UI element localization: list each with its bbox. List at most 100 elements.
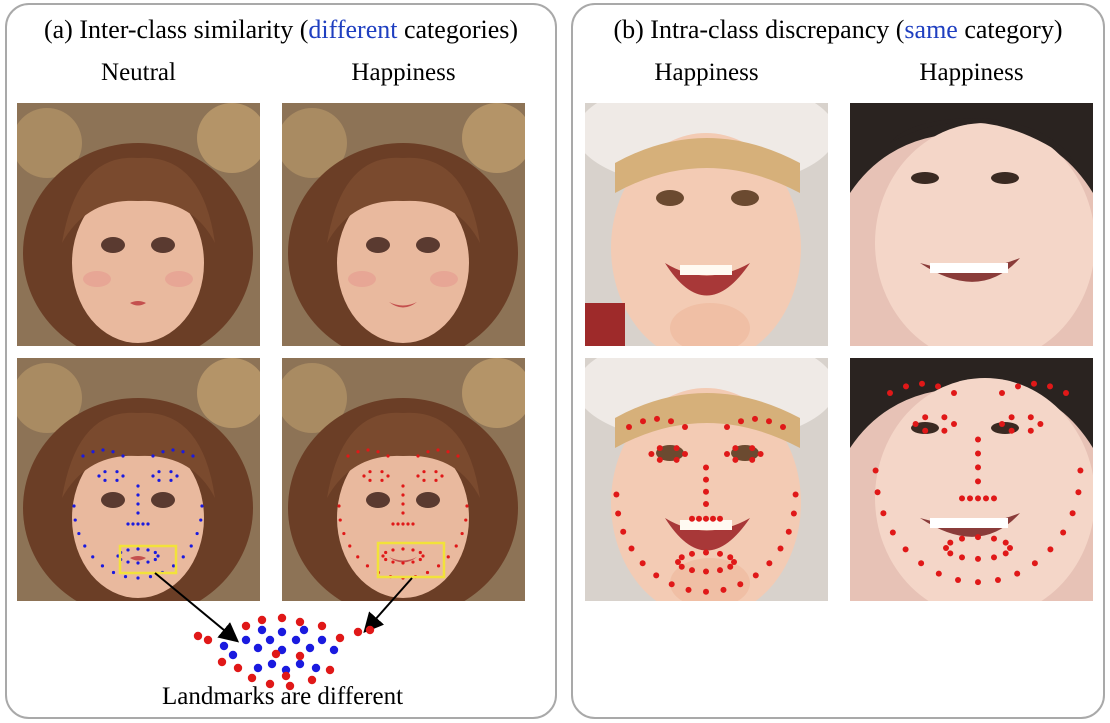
landmark-dot bbox=[991, 535, 997, 542]
landmark-dot bbox=[703, 488, 709, 495]
landmark-dot bbox=[975, 450, 981, 457]
landmark-dot bbox=[425, 570, 430, 575]
landmark-dot bbox=[151, 474, 155, 478]
landmark-dot bbox=[685, 586, 692, 593]
landmark-dot bbox=[1007, 545, 1013, 551]
landmark-dot bbox=[1031, 560, 1038, 567]
landmark-dot bbox=[411, 548, 415, 552]
landmark-dot bbox=[123, 575, 128, 579]
landmark-dot bbox=[391, 560, 395, 564]
photo-neutral-face bbox=[17, 103, 260, 346]
landmark-dot bbox=[391, 548, 395, 552]
landmark-dot bbox=[406, 522, 410, 526]
landmark-dot bbox=[401, 484, 405, 488]
photo-young-man-smiling bbox=[850, 103, 1093, 346]
landmark-dot bbox=[199, 518, 203, 522]
label-happiness-b-right: Happiness bbox=[919, 59, 1024, 86]
landmark-dot bbox=[401, 522, 405, 526]
label-happiness-b-left: Happiness bbox=[654, 59, 759, 86]
landmark-dot bbox=[959, 554, 965, 561]
landmark-dot bbox=[749, 456, 756, 463]
landmark-dot bbox=[1063, 390, 1069, 396]
landmark-dot bbox=[620, 528, 627, 535]
landmark-dot bbox=[724, 424, 730, 430]
landmark-dot bbox=[975, 436, 981, 443]
photo-neutral-face-landmarks bbox=[17, 358, 260, 601]
landmark-dot bbox=[136, 484, 140, 488]
label-neutral: Neutral bbox=[101, 59, 176, 86]
landmark-dot bbox=[131, 522, 135, 526]
landmark-dot bbox=[951, 421, 957, 427]
landmark-dot bbox=[386, 474, 390, 478]
landmark-dot bbox=[668, 418, 674, 425]
landmark-dot bbox=[941, 427, 948, 434]
landmark-dot bbox=[416, 474, 420, 478]
landmarks-caption: Landmarks are different bbox=[161, 683, 404, 710]
landmark-dot bbox=[422, 478, 426, 482]
landmark-dot bbox=[967, 495, 973, 502]
landmark-dot bbox=[689, 550, 695, 557]
landmark-dot bbox=[941, 414, 948, 421]
landmark-dot bbox=[153, 557, 157, 562]
landmark-dot bbox=[436, 564, 441, 568]
landmark-dot bbox=[696, 515, 702, 522]
landmark-dot bbox=[994, 576, 1001, 583]
landmark-dot bbox=[1008, 414, 1015, 421]
landmark-dot bbox=[189, 544, 193, 548]
landmark-dot bbox=[1002, 550, 1009, 557]
landmark-dot bbox=[1027, 427, 1034, 434]
landmark-dot bbox=[727, 563, 734, 570]
landmark-dot bbox=[678, 554, 685, 561]
landmark-dot bbox=[955, 576, 962, 583]
landmark-dot bbox=[902, 546, 909, 553]
landmark-dot bbox=[362, 474, 366, 478]
landmark-dot bbox=[91, 555, 95, 559]
landmark-dot bbox=[1047, 383, 1053, 390]
landmark-dot bbox=[411, 560, 415, 564]
landmark-dot bbox=[675, 559, 681, 565]
landmark-dot bbox=[887, 390, 893, 396]
landmark-dot bbox=[720, 586, 727, 593]
photo-happy-face-landmarks bbox=[282, 358, 525, 601]
landmark-dot bbox=[434, 478, 438, 482]
landmark-dot bbox=[656, 456, 663, 463]
landmark-dot bbox=[103, 470, 107, 474]
landmark-dot bbox=[717, 515, 723, 522]
landmark-dot bbox=[749, 445, 756, 452]
landmark-dot bbox=[1014, 570, 1021, 577]
landmark-dot bbox=[673, 456, 680, 463]
landmark-dot bbox=[169, 478, 173, 482]
photo-child-smiling-landmarks bbox=[585, 358, 828, 601]
landmark-dot bbox=[191, 454, 195, 458]
landmark-dot bbox=[752, 572, 759, 579]
landmark-dot bbox=[752, 415, 758, 422]
landmark-dot bbox=[689, 567, 695, 574]
landmark-dot bbox=[1037, 421, 1044, 427]
photo-young-man-landmarks bbox=[850, 358, 1093, 601]
landmark-dot bbox=[72, 504, 76, 508]
landmark-dot bbox=[991, 554, 997, 561]
landmark-dot bbox=[426, 450, 430, 454]
panel-b-title-highlight: same bbox=[904, 15, 958, 44]
landmark-dot bbox=[710, 515, 716, 522]
landmark-dot bbox=[465, 504, 469, 508]
landmark-dot bbox=[703, 476, 709, 483]
landmark-dot bbox=[1075, 489, 1082, 496]
landmark-dot bbox=[792, 491, 799, 498]
landmark-dot bbox=[456, 454, 460, 458]
landmark-dot bbox=[391, 522, 395, 526]
landmark-dot bbox=[737, 581, 744, 588]
landmark-dot bbox=[790, 510, 797, 517]
landmark-dot bbox=[975, 464, 981, 471]
landmark-dot bbox=[703, 464, 709, 471]
landmark-dot bbox=[115, 478, 119, 482]
landmark-dot bbox=[777, 545, 784, 552]
landmark-dot bbox=[401, 511, 405, 515]
landmark-dot bbox=[157, 470, 161, 474]
landmark-dot bbox=[380, 470, 384, 474]
landmark-dot bbox=[654, 415, 660, 422]
landmark-dot bbox=[947, 539, 954, 546]
landmark-dot bbox=[136, 561, 140, 565]
landmark-dot bbox=[682, 424, 688, 430]
landmark-dot bbox=[922, 414, 929, 421]
